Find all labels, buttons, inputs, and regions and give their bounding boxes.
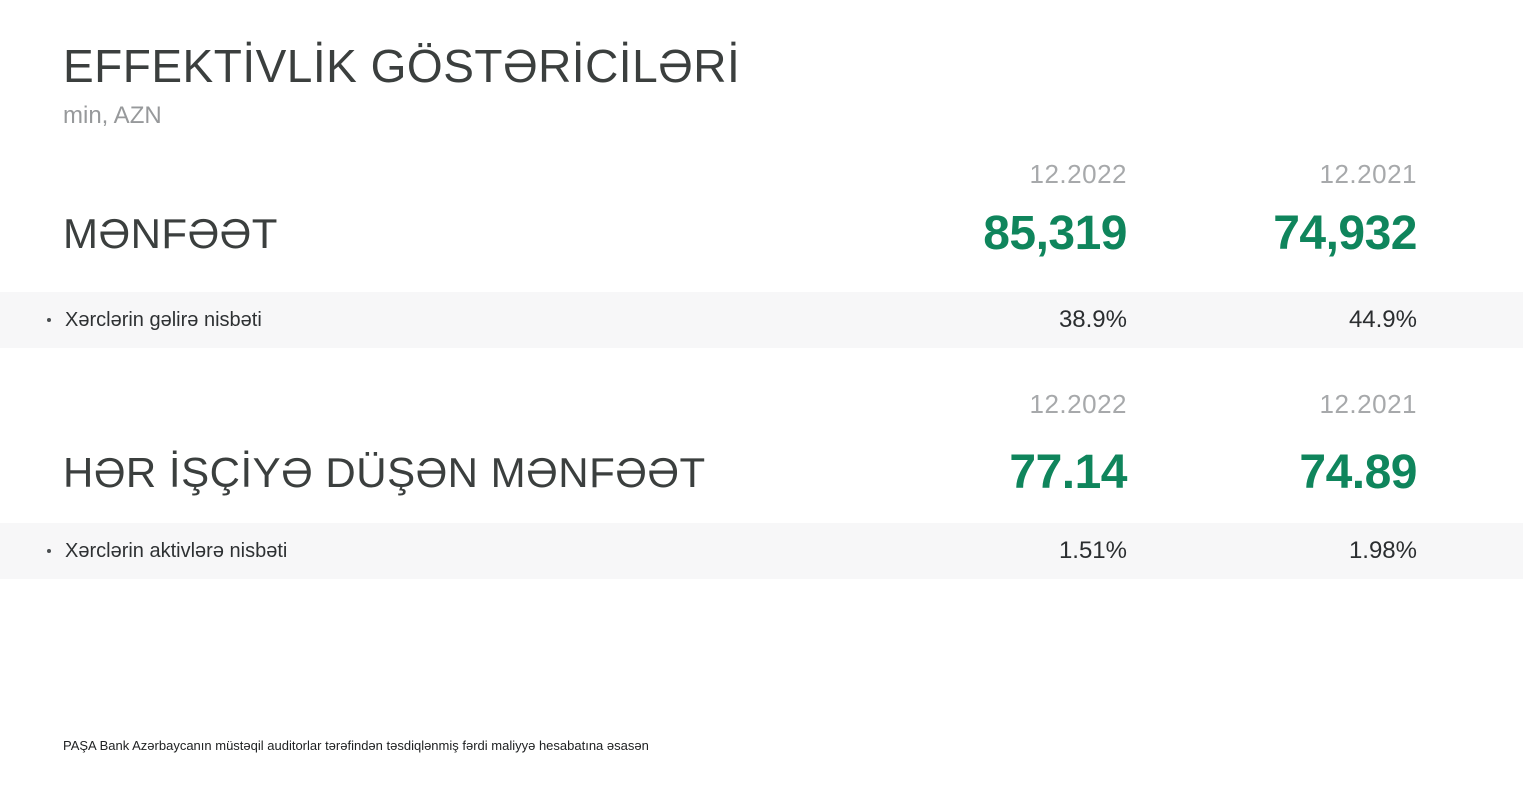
column-headers-section-2: 12.2022 12.2021 <box>0 390 1523 418</box>
sub-row-cost-assets-ratio: Xərclərin aktivlərə nisbəti 1.51% 1.98% <box>0 523 1523 579</box>
ratio-value-2021: 44.9% <box>1348 306 1417 333</box>
section-profit-per-employee: HƏR İŞÇİYƏ DÜŞƏN MƏNFƏƏT 77.14 74.89 <box>0 441 1523 505</box>
sub-row-label-cell: Xərclərin gəlirə nisbəti <box>47 309 877 331</box>
page-subtitle: min, AZN <box>63 102 162 129</box>
section-heading-profit-per-employee: HƏR İŞÇİYƏ DÜŞƏN MƏNFƏƏT <box>63 449 706 496</box>
column-header-12-2022: 12.2022 <box>1029 159 1127 189</box>
column-header-12-2022: 12.2022 <box>1029 389 1127 419</box>
profit-per-employee-value-2022: 77.14 <box>1009 446 1127 499</box>
profit-value-2021: 74,932 <box>1273 207 1417 260</box>
profit-value-2022: 85,319 <box>983 207 1127 260</box>
profit-per-employee-value-2021: 74.89 <box>1299 446 1417 499</box>
ratio-value-2022: 1.51% <box>1058 537 1127 564</box>
column-header-12-2021: 12.2021 <box>1319 159 1417 189</box>
ratio-value-2021: 1.98% <box>1348 537 1417 564</box>
sub-row-label: Xərclərin aktivlərə nisbəti <box>65 540 288 562</box>
sub-row-label-cell: Xərclərin aktivlərə nisbəti <box>47 540 877 562</box>
section-heading-profit: MƏNFƏƏT <box>63 210 278 257</box>
footnote: PAŞA Bank Azərbaycanın müstəqil auditorl… <box>63 738 649 753</box>
page-title: EFFEKTİVLİK GÖSTƏRİCİLƏRİ <box>63 40 741 92</box>
section-profit: MƏNFƏƏT 85,319 74,932 <box>0 202 1523 266</box>
bullet-icon <box>47 549 51 553</box>
bullet-icon <box>47 318 51 322</box>
column-header-12-2021: 12.2021 <box>1319 389 1417 419</box>
sub-row-label: Xərclərin gəlirə nisbəti <box>65 309 262 331</box>
column-headers-section-1: 12.2022 12.2021 <box>0 160 1523 188</box>
sub-row-cost-income-ratio: Xərclərin gəlirə nisbəti 38.9% 44.9% <box>0 292 1523 348</box>
ratio-value-2022: 38.9% <box>1058 306 1127 333</box>
